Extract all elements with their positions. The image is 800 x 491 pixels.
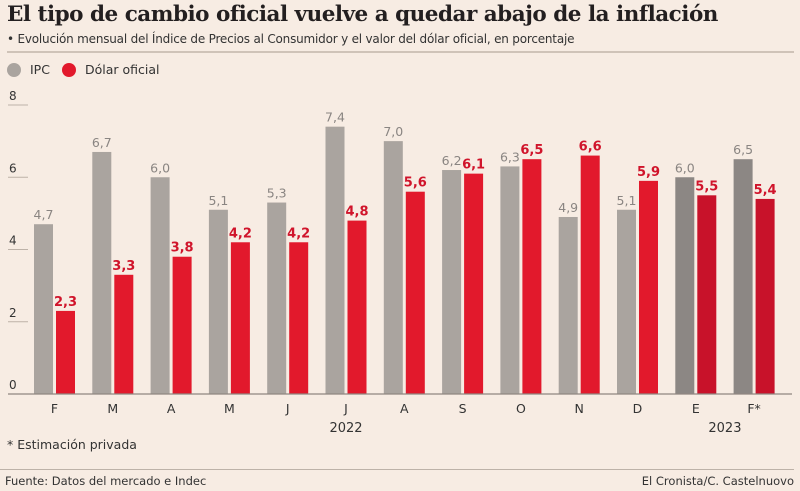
x-tick-label: M: [224, 401, 235, 416]
bar-ipc: [150, 177, 170, 394]
bar-ipc: [208, 209, 228, 394]
legend-item-dolar: Dólar oficial: [61, 62, 160, 77]
y-tick-label: 2: [9, 306, 17, 320]
x-tick-label: N: [575, 401, 584, 416]
data-label-dolar: 2,3: [54, 295, 77, 310]
chart-subtitle: • Evolución mensual del Índice de Precio…: [7, 32, 575, 46]
y-tick-label: 8: [9, 89, 17, 103]
bar-ipc: [617, 209, 636, 394]
bar-dolar: [56, 310, 75, 394]
data-label-dolar: 6,1: [462, 158, 485, 173]
data-label-dolar: 4,2: [287, 226, 310, 241]
legend-swatch-ipc: [7, 62, 21, 77]
data-label-ipc: 5,3: [267, 186, 287, 201]
legend-label-dolar: Dólar oficial: [84, 62, 160, 77]
chart-title: El tipo de cambio oficial vuelve a queda…: [7, 2, 718, 27]
bar-dolar: [639, 180, 658, 394]
data-label-ipc: 6,2: [442, 153, 462, 168]
legend: IPC Dólar oficial: [7, 62, 171, 77]
data-label-dolar: 5,6: [404, 176, 427, 191]
year-label: 2023: [708, 421, 741, 436]
bar-ipc: [442, 170, 462, 394]
x-tick-label: D: [633, 401, 643, 416]
data-label-ipc: 4,9: [558, 200, 578, 215]
bar-dolar: [580, 155, 600, 394]
data-label-dolar: 3,8: [171, 241, 194, 256]
bar-ipc: [34, 224, 53, 394]
credit-text: El Cronista/C. Castelnuovo: [641, 474, 794, 488]
bar-ipc: [675, 177, 695, 394]
bar-ipc: [267, 202, 287, 394]
data-label-ipc: 6,0: [675, 160, 695, 175]
data-label-ipc: 5,1: [617, 193, 637, 208]
bar-ipc: [325, 126, 345, 395]
data-label-ipc: 7,0: [383, 124, 403, 139]
source-text: Fuente: Datos del mercado e Indec: [5, 474, 207, 488]
x-tick-label: S: [459, 401, 467, 416]
data-label-ipc: 6,3: [500, 149, 520, 164]
data-label-dolar: 5,9: [637, 165, 660, 180]
bar-dolar: [697, 195, 717, 394]
data-label-dolar: 4,8: [345, 205, 368, 220]
x-tick-label: A: [167, 401, 176, 416]
bar-ipc: [500, 166, 520, 394]
x-tick-label: J: [343, 401, 348, 416]
x-tick-label: F: [51, 401, 58, 416]
y-tick-label: 0: [9, 378, 17, 392]
data-label-ipc: 7,4: [325, 110, 345, 125]
footnote: * Estimación privada: [7, 437, 137, 452]
bar-dolar: [755, 198, 775, 394]
data-label-dolar: 6,6: [579, 140, 602, 155]
data-label-dolar: 5,5: [695, 179, 718, 194]
data-label-dolar: 6,5: [520, 143, 543, 158]
bar-dolar: [172, 256, 192, 394]
y-tick-label: 4: [9, 234, 17, 248]
x-tick-label: M: [107, 401, 118, 416]
x-tick-label: E: [692, 401, 700, 416]
footer-divider: [0, 469, 794, 470]
x-tick-label: J: [285, 401, 290, 416]
data-label-dolar: 5,4: [754, 183, 777, 198]
bar-dolar: [347, 220, 367, 394]
bar-dolar: [289, 242, 309, 394]
y-tick-label: 6: [9, 161, 17, 175]
data-label-ipc: 5,1: [208, 193, 228, 208]
bar-dolar: [405, 191, 425, 394]
legend-label-ipc: IPC: [30, 62, 50, 77]
data-label-ipc: 6,0: [150, 160, 170, 175]
bar-dolar: [464, 173, 484, 394]
legend-swatch-dolar: [61, 62, 76, 77]
x-tick-label: O: [516, 401, 526, 416]
bar-dolar: [522, 159, 542, 394]
data-label-dolar: 3,3: [112, 259, 135, 274]
x-tick-label: A: [400, 401, 409, 416]
header-divider: [7, 51, 794, 53]
bar-ipc: [558, 216, 578, 394]
data-label-dolar: 4,2: [229, 226, 252, 241]
bar-dolar: [230, 242, 250, 394]
bar-ipc: [92, 151, 112, 394]
legend-item-ipc: IPC: [7, 62, 50, 77]
bar-ipc: [733, 159, 753, 394]
year-label: 2022: [329, 421, 362, 436]
data-label-ipc: 6,7: [92, 135, 112, 150]
x-tick-label: F*: [747, 401, 760, 416]
bar-ipc: [383, 141, 403, 394]
data-label-ipc: 4,7: [34, 207, 54, 222]
bar-dolar: [114, 274, 134, 394]
data-label-ipc: 6,5: [733, 142, 753, 157]
